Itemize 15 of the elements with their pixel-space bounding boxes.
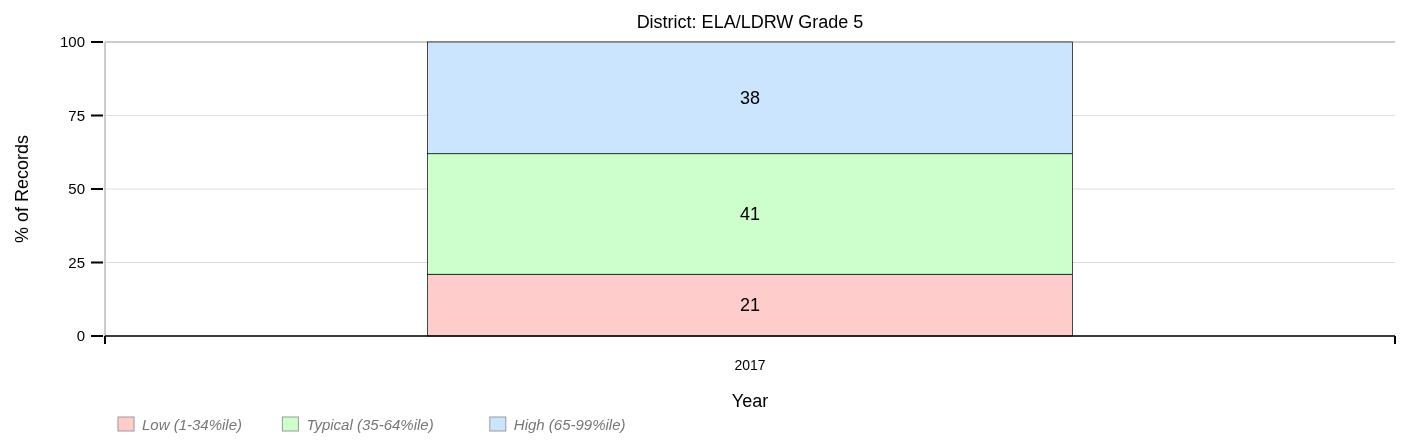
chart-title: District: ELA/LDRW Grade 5 — [636, 12, 864, 32]
y-axis-title: % of Records — [12, 134, 32, 244]
data-label: 38 — [739, 88, 761, 109]
x-axis-title: Year — [731, 391, 769, 411]
y-tick-label: 0 — [76, 327, 85, 345]
legend-label: Typical (35-64%ile) — [306, 416, 434, 433]
y-tick-label: 75 — [68, 106, 85, 124]
data-label: 21 — [739, 295, 761, 316]
data-label: 41 — [739, 204, 761, 225]
y-tick-label: 50 — [68, 180, 85, 198]
y-tick-label: 25 — [68, 253, 85, 271]
y-tick-label: 100 — [59, 33, 85, 51]
x-tick-label: 2017 — [734, 357, 766, 373]
legend-label: High (65-99%ile) — [513, 416, 626, 433]
legend-label: Low (1-34%ile) — [142, 416, 243, 433]
